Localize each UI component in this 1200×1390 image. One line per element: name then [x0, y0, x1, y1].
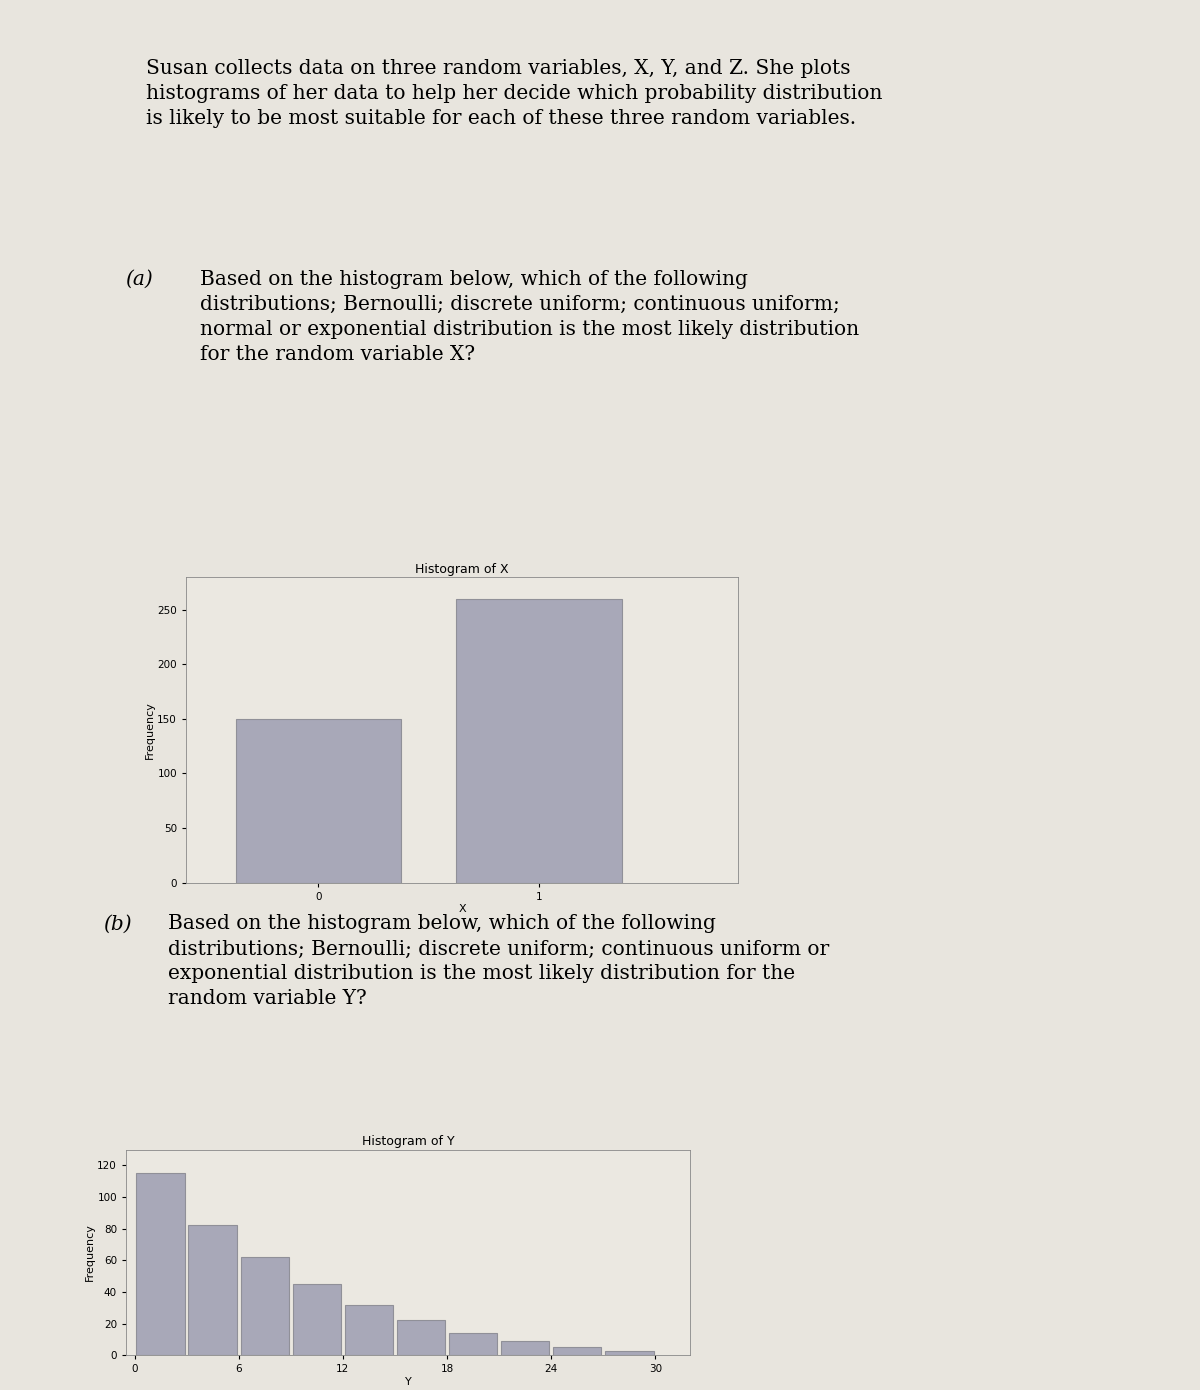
Bar	[456, 599, 622, 883]
Bar	[500, 1341, 550, 1355]
Y-axis label: Frequency: Frequency	[84, 1223, 95, 1282]
Bar	[137, 1173, 185, 1355]
Bar	[605, 1351, 654, 1355]
Bar	[553, 1347, 601, 1355]
Bar	[344, 1305, 394, 1355]
Title: Histogram of Y: Histogram of Y	[361, 1136, 455, 1148]
Bar	[188, 1226, 238, 1355]
X-axis label: Y: Y	[404, 1377, 412, 1387]
Text: Based on the histogram below, which of the following
distributions; Bernoulli; d: Based on the histogram below, which of t…	[200, 270, 859, 364]
Bar	[397, 1320, 445, 1355]
Title: Histogram of X: Histogram of X	[415, 563, 509, 575]
Text: Susan collects data on three random variables, X, Y, and Z. She plots
histograms: Susan collects data on three random vari…	[146, 60, 883, 128]
Text: (b): (b)	[103, 915, 132, 934]
Bar	[240, 1257, 289, 1355]
Text: Based on the histogram below, which of the following
distributions; Bernoulli; d: Based on the histogram below, which of t…	[168, 915, 829, 1009]
Y-axis label: Frequency: Frequency	[144, 701, 155, 759]
Bar	[293, 1284, 341, 1355]
Text: (a): (a)	[125, 270, 152, 289]
Bar	[449, 1333, 497, 1355]
Bar	[235, 719, 401, 883]
X-axis label: X: X	[458, 905, 466, 915]
